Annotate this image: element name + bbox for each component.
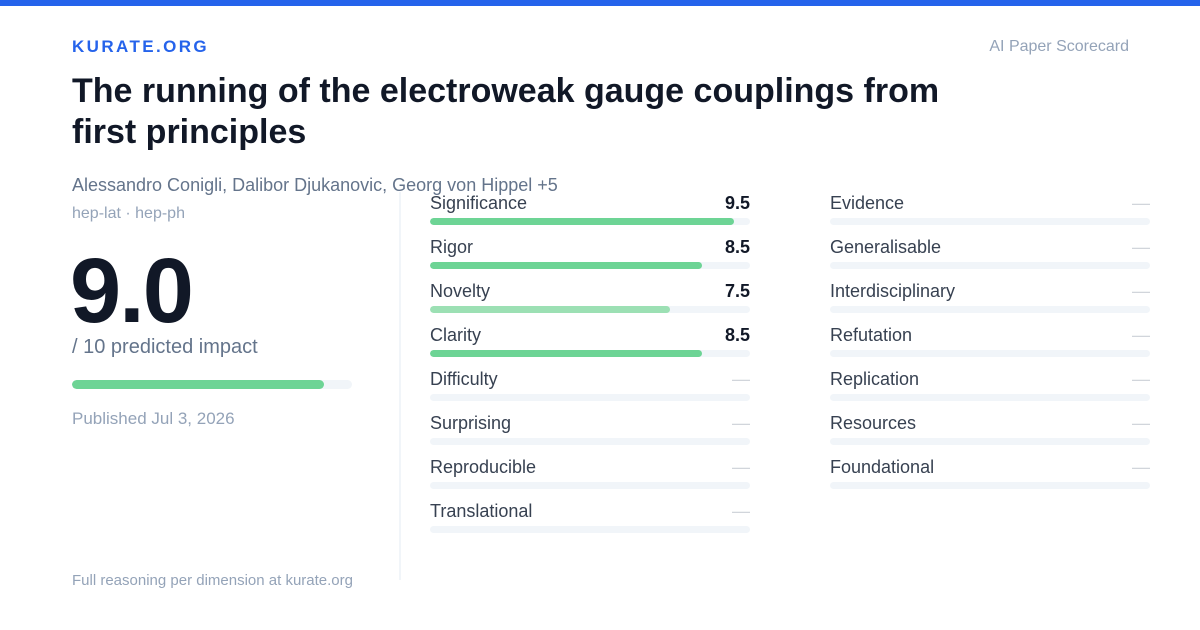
metric-label: Refutation: [830, 325, 913, 345]
metric-row: Refutation —: [830, 325, 1150, 347]
metric-row: Generalisable —: [830, 237, 1150, 259]
metric-interdisciplinary: Interdisciplinary —: [830, 281, 1150, 325]
metric-bar-fill: [430, 350, 702, 357]
metric-label: Replication: [830, 369, 920, 389]
metric-empty-dash: —: [1132, 457, 1150, 477]
metric-bar-track: [430, 218, 750, 225]
metric-bar-track: [830, 394, 1150, 401]
metric-empty-dash: —: [1132, 193, 1150, 213]
metric-empty-dash: —: [1132, 281, 1150, 301]
metric-bar-track: [430, 306, 750, 313]
metric-bar-fill: [430, 306, 670, 313]
metric-row: Replication —: [830, 369, 1150, 391]
metric-label: Rigor: [430, 237, 474, 257]
metric-bar-track: [830, 306, 1150, 313]
metric-label: Significance: [430, 193, 528, 213]
metric-row: Rigor 8.5: [430, 237, 750, 259]
metric-score: 8.5: [724, 325, 750, 345]
metric-translational: Translational —: [430, 501, 750, 545]
metric-label: Difficulty: [430, 369, 498, 389]
metric-row: Translational —: [430, 501, 750, 523]
metric-rigor: Rigor 8.5: [430, 237, 750, 281]
metrics-column-left: Significance 9.5 Rigor 8.5 Novelty 7.5 Clarity…: [430, 193, 750, 545]
metric-label: Surprising: [430, 413, 512, 433]
metric-bar-track: [430, 438, 750, 445]
metric-label: Clarity: [430, 325, 482, 345]
metric-significance: Significance 9.5: [430, 193, 750, 237]
footer-note: Full reasoning per dimension at kurate.o…: [72, 572, 353, 589]
metric-label: Foundational: [830, 457, 935, 477]
metric-row: Evidence —: [830, 193, 1150, 215]
metric-bar-track: [830, 262, 1150, 269]
metric-score: 7.5: [724, 281, 750, 301]
metric-replication: Replication —: [830, 369, 1150, 413]
metric-row: Surprising —: [430, 413, 750, 435]
metric-label: Reproducible: [430, 457, 537, 477]
metric-refutation: Refutation —: [830, 325, 1150, 369]
metric-label: Translational: [430, 501, 533, 521]
top-accent-bar: [0, 0, 1200, 6]
metric-empty-dash: —: [732, 369, 750, 389]
metric-bar-track: [830, 482, 1150, 489]
metric-row: Reproducible —: [430, 457, 750, 479]
metric-clarity: Clarity 8.5: [430, 325, 750, 369]
impact-progress-fill: [72, 380, 324, 389]
metric-bar-track: [830, 350, 1150, 357]
overall-score: 9.0: [70, 240, 194, 342]
brand-logo[interactable]: KURATE.ORG: [72, 37, 210, 56]
metric-label: Interdisciplinary: [830, 281, 956, 301]
paper-categories: hep-lat · hep-ph: [72, 205, 185, 222]
metric-resources: Resources —: [830, 413, 1150, 457]
metric-bar-fill: [430, 218, 734, 225]
metric-label: Resources: [830, 413, 917, 433]
metric-empty-dash: —: [1132, 369, 1150, 389]
metric-bar-track: [430, 526, 750, 533]
metric-evidence: Evidence —: [830, 193, 1150, 237]
metric-row: Novelty 7.5: [430, 281, 750, 303]
metric-novelty: Novelty 7.5: [430, 281, 750, 325]
metric-foundational: Foundational —: [830, 457, 1150, 501]
metric-row: Foundational —: [830, 457, 1150, 479]
metric-bar-track: [830, 438, 1150, 445]
metric-empty-dash: —: [732, 413, 750, 433]
metric-reproducible: Reproducible —: [430, 457, 750, 501]
metric-label: Generalisable: [830, 237, 942, 257]
metric-score: 8.5: [724, 237, 750, 257]
published-date: Published Jul 3, 2026: [72, 409, 235, 428]
metric-label: Evidence: [830, 193, 905, 213]
metric-row: Interdisciplinary —: [830, 281, 1150, 303]
metric-empty-dash: —: [732, 501, 750, 521]
metric-surprising: Surprising —: [430, 413, 750, 457]
tagline: AI Paper Scorecard: [989, 38, 1129, 55]
paper-title: The running of the electroweak gauge cou…: [72, 72, 940, 151]
metric-label: Novelty: [430, 281, 491, 301]
metric-generalisable: Generalisable —: [830, 237, 1150, 281]
metric-empty-dash: —: [1132, 325, 1150, 345]
metrics-column-right: Evidence — Generalisable — Interdisciplinary…: [830, 193, 1150, 501]
metric-empty-dash: —: [1132, 237, 1150, 257]
metric-empty-dash: —: [732, 457, 750, 477]
metric-bar-track: [430, 394, 750, 401]
metric-empty-dash: —: [1132, 413, 1150, 433]
metric-row: Clarity 8.5: [430, 325, 750, 347]
metric-bar-track: [830, 218, 1150, 225]
metric-bar-fill: [430, 262, 702, 269]
metric-bar-track: [430, 262, 750, 269]
metric-difficulty: Difficulty —: [430, 369, 750, 413]
impact-progress-bar: [72, 380, 352, 389]
column-divider: [399, 192, 401, 580]
metric-score: 9.5: [724, 193, 750, 213]
metric-row: Resources —: [830, 413, 1150, 435]
metric-bar-track: [430, 482, 750, 489]
metric-row: Significance 9.5: [430, 193, 750, 215]
paper-authors: Alessandro Conigli, Dalibor Djukanovic, …: [72, 175, 558, 195]
score-caption: / 10 predicted impact: [72, 336, 258, 358]
metric-row: Difficulty —: [430, 369, 750, 391]
metric-bar-track: [430, 350, 750, 357]
